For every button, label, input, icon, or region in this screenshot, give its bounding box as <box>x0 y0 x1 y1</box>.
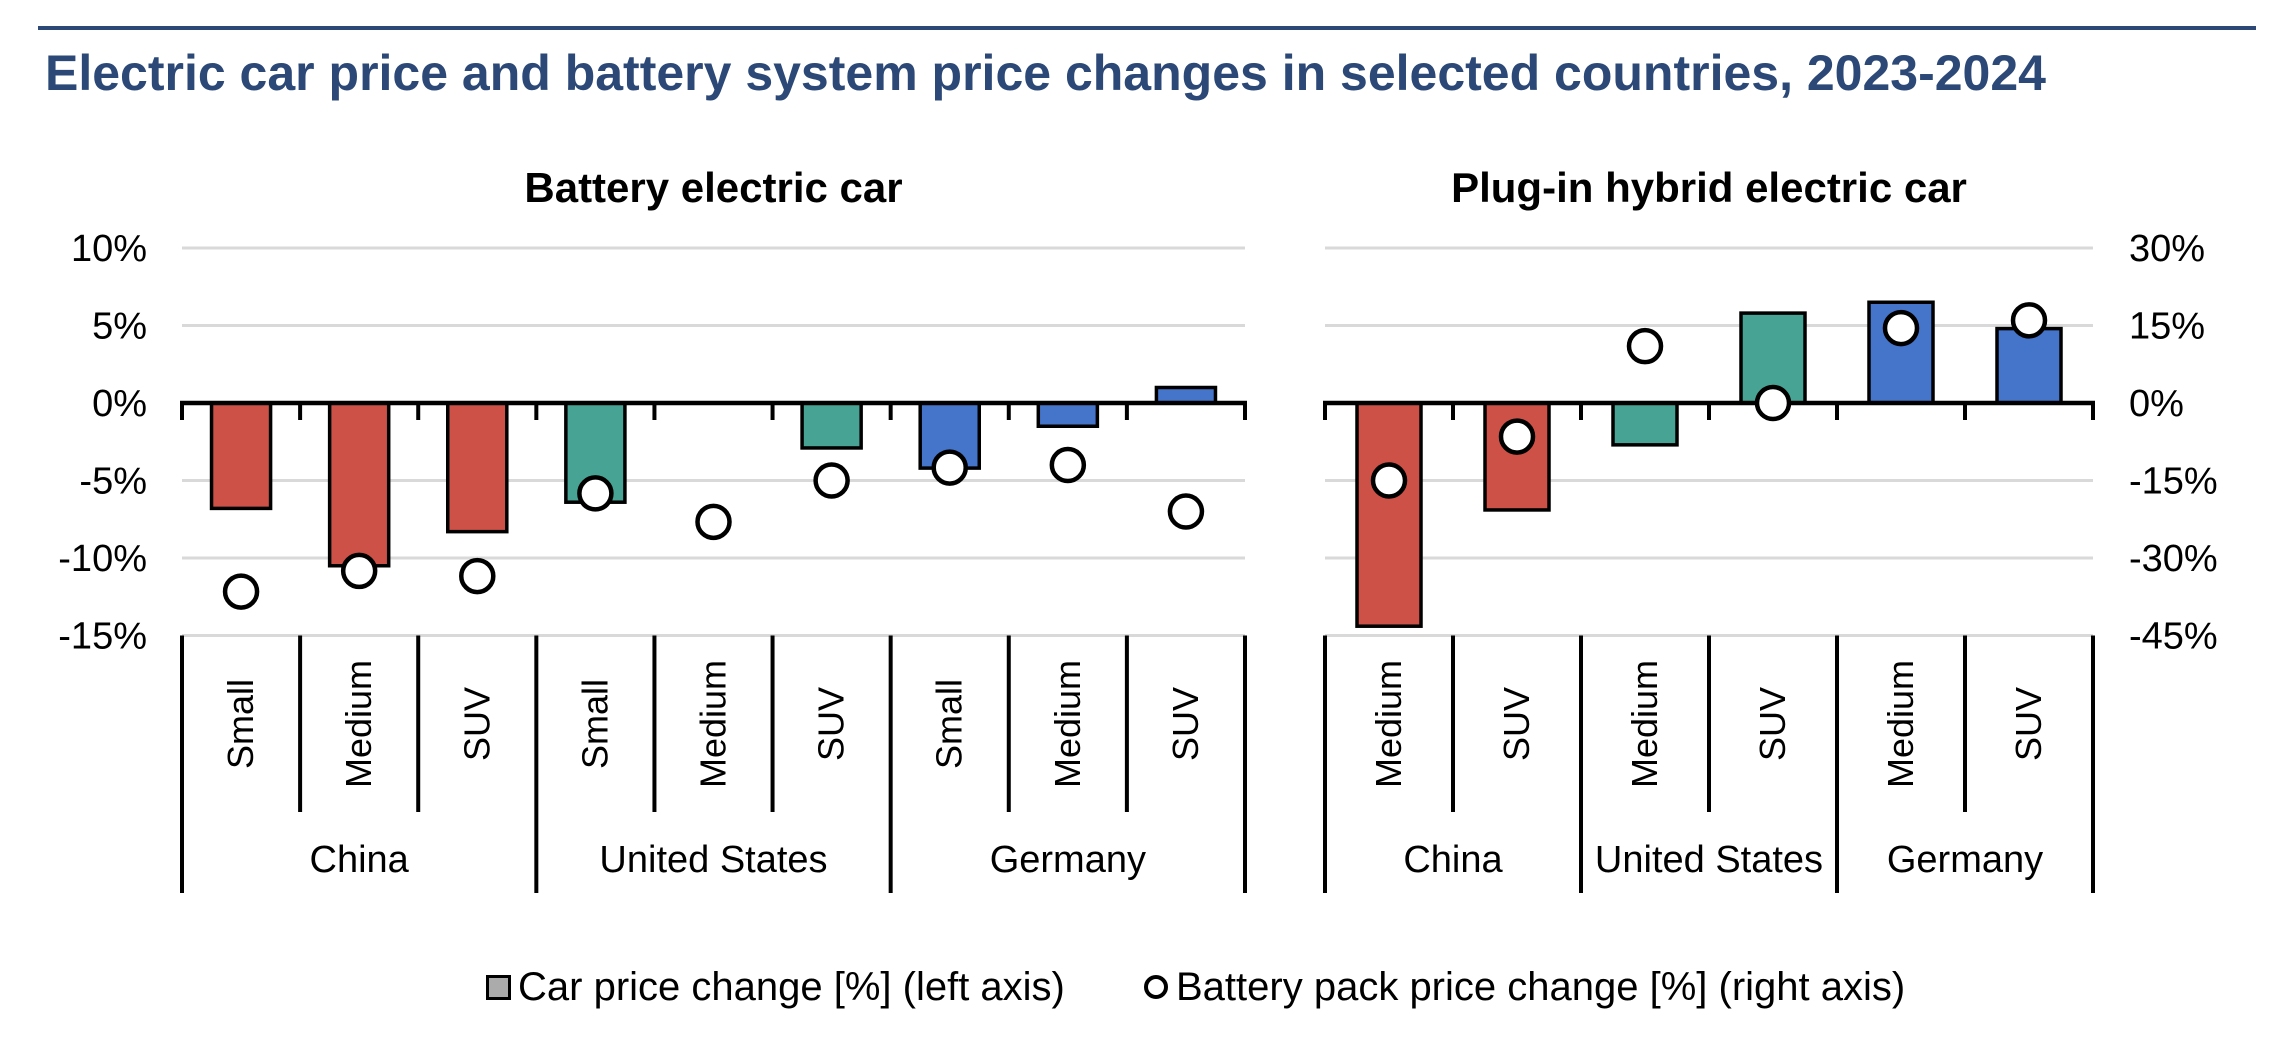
country-label-battery-electric-car-germany: Germany <box>990 839 1146 881</box>
left-axis-label-0-: 0% <box>92 383 147 425</box>
size-label-battery-electric-car-united-states-small: Small <box>574 679 615 769</box>
circle-battery-electric-car-united-states-small <box>577 475 614 512</box>
circle-battery-electric-car-china-suv <box>459 557 496 595</box>
size-label-battery-electric-car-germany-medium: Medium <box>1047 660 1088 788</box>
circle-battery-electric-car-united-states-suv <box>813 462 850 499</box>
bar-battery-electric-car-china-suv <box>446 401 509 534</box>
size-label-battery-electric-car-germany-small: Small <box>929 679 970 769</box>
country-label-plug-in-hybrid-electric-car-china: China <box>1403 839 1503 881</box>
left-axis-label-10-: 10% <box>71 228 147 270</box>
circle-plug-in-hybrid-electric-car-germany-suv <box>2010 302 2048 339</box>
country-label-battery-electric-car-united-states: United States <box>599 839 827 881</box>
size-label-plug-in-hybrid-electric-car-germany-suv: SUV <box>2008 687 2049 761</box>
square-marker-icon <box>486 974 511 1000</box>
size-label-plug-in-hybrid-electric-car-germany-medium: Medium <box>1880 660 1921 788</box>
size-label-battery-electric-car-united-states-suv: SUV <box>811 687 852 761</box>
legend-item-car-price: Car price change [%] (left axis) <box>486 962 1065 1012</box>
left-axis-label--15-: -15% <box>58 616 147 658</box>
size-label-battery-electric-car-china-suv: SUV <box>456 687 497 761</box>
bar-plug-in-hybrid-electric-car-united-states-medium <box>1611 401 1679 447</box>
legend-label-battery-pack: Battery pack price change [%] (right axi… <box>1176 964 1906 1009</box>
circle-battery-electric-car-united-states-medium <box>695 503 732 541</box>
panel-title-battery-electric-car: Battery electric car <box>524 164 902 211</box>
country-label-plug-in-hybrid-electric-car-united-states: United States <box>1595 839 1823 881</box>
circle-plug-in-hybrid-electric-car-china-suv <box>1498 418 1536 455</box>
bar-battery-electric-car-germany-suv <box>1154 385 1218 405</box>
country-label-battery-electric-car-china: China <box>310 839 410 881</box>
legend-label-car-price: Car price change [%] (left axis) <box>518 964 1065 1009</box>
size-label-battery-electric-car-china-small: Small <box>220 679 261 769</box>
left-axis-label--5-: -5% <box>79 461 147 503</box>
size-label-plug-in-hybrid-electric-car-united-states-suv: SUV <box>1752 687 1793 761</box>
circle-battery-electric-car-germany-medium <box>1049 446 1087 484</box>
circle-battery-electric-car-germany-small <box>931 449 968 486</box>
size-label-battery-electric-car-germany-suv: SUV <box>1165 687 1206 761</box>
bar-battery-electric-car-china-medium <box>327 401 391 568</box>
right-axis-label-0-: 0% <box>2129 383 2184 425</box>
bar-plug-in-hybrid-electric-car-germany-suv <box>1995 326 2063 405</box>
size-label-plug-in-hybrid-electric-car-united-states-medium: Medium <box>1624 660 1665 788</box>
size-label-battery-electric-car-united-states-medium: Medium <box>693 660 734 788</box>
bar-battery-electric-car-germany-medium <box>1036 401 1100 428</box>
country-label-plug-in-hybrid-electric-car-germany: Germany <box>1887 839 2043 881</box>
size-label-plug-in-hybrid-electric-car-china-medium: Medium <box>1368 660 1409 788</box>
circle-plug-in-hybrid-electric-car-china-medium <box>1370 462 1408 499</box>
circle-plug-in-hybrid-electric-car-united-states-suv <box>1754 384 1792 422</box>
bar-battery-electric-car-united-states-suv <box>800 401 863 450</box>
panel-title-plug-in-hybrid-electric-car: Plug-in hybrid electric car <box>1451 164 1967 211</box>
right-axis-label-15-: 15% <box>2129 306 2205 348</box>
left-axis-label-5-: 5% <box>92 306 147 348</box>
header-rule-line <box>38 26 2256 30</box>
circle-plug-in-hybrid-electric-car-germany-medium <box>1882 309 1920 347</box>
left-axis-label--10-: -10% <box>58 538 147 580</box>
right-axis-label--30-: -30% <box>2129 538 2218 580</box>
circle-battery-electric-car-china-medium <box>340 552 378 590</box>
legend-item-battery-pack: Battery pack price change [%] (right axi… <box>1144 962 1905 1012</box>
circle-marker-icon <box>1144 975 1168 999</box>
page-title: Electric car price and battery system pr… <box>45 45 2046 101</box>
size-label-plug-in-hybrid-electric-car-china-suv: SUV <box>1496 687 1537 761</box>
chart-legend: Car price change [%] (left axis) Battery… <box>0 962 2294 1022</box>
circle-plug-in-hybrid-electric-car-united-states-medium <box>1626 327 1664 365</box>
size-label-battery-electric-car-china-medium: Medium <box>338 660 379 788</box>
right-axis-label-30-: 30% <box>2129 228 2205 270</box>
right-axis-label--15-: -15% <box>2129 461 2218 503</box>
right-axis-label--45-: -45% <box>2129 616 2218 658</box>
bar-battery-electric-car-china-small <box>209 401 273 511</box>
bar-plug-in-hybrid-electric-car-china-medium <box>1355 401 1423 628</box>
circle-battery-electric-car-china-small <box>222 573 260 610</box>
circle-battery-electric-car-germany-suv <box>1167 493 1205 530</box>
